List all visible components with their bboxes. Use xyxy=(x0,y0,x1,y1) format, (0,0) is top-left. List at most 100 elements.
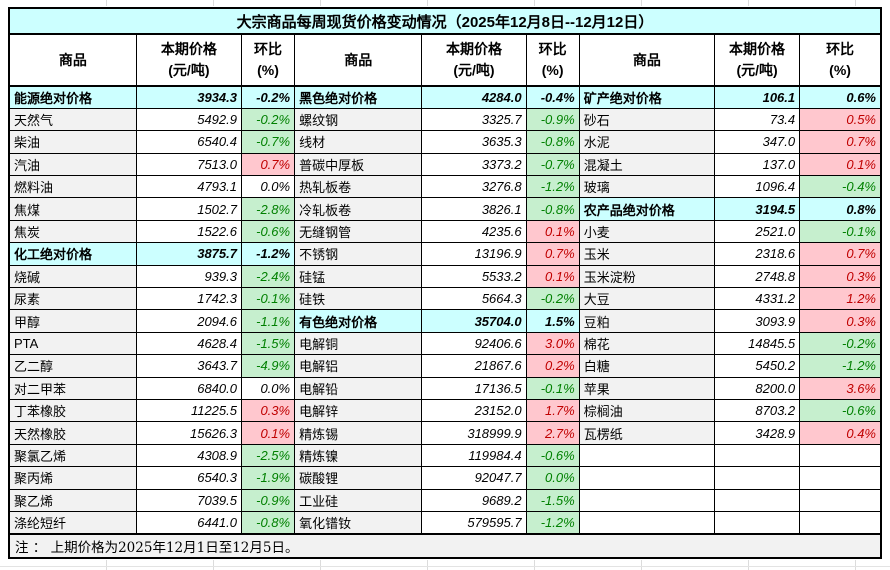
commodity-name-cell[interactable]: 有色绝对价格 xyxy=(294,309,423,333)
commodity-name-cell[interactable]: 精炼镍 xyxy=(294,443,423,468)
commodity-name-cell[interactable]: 化工绝对价格 xyxy=(8,242,137,266)
commodity-name-cell[interactable]: 瓦楞纸 xyxy=(578,421,715,445)
pct-change-cell[interactable]: -1.2% xyxy=(240,242,296,266)
pct-change-cell[interactable]: -0.2% xyxy=(240,85,296,109)
pct-change-cell[interactable] xyxy=(799,488,882,512)
commodity-name-cell[interactable]: 电解铝 xyxy=(294,354,423,378)
commodity-name-cell[interactable]: 天然气 xyxy=(8,107,137,132)
price-cell[interactable]: 3373.2 xyxy=(421,152,527,177)
pct-change-cell[interactable]: -0.2% xyxy=(240,107,296,132)
commodity-name-cell[interactable]: 螺纹钢 xyxy=(294,107,423,132)
price-cell[interactable]: 2521.0 xyxy=(713,219,801,244)
price-cell[interactable]: 939.3 xyxy=(135,264,242,289)
pct-change-cell[interactable]: 0.7% xyxy=(240,152,296,177)
pct-change-cell[interactable] xyxy=(799,443,882,468)
commodity-name-cell[interactable]: 热轧板卷 xyxy=(294,175,423,199)
commodity-name-cell[interactable]: 焦炭 xyxy=(8,219,137,244)
commodity-name-cell[interactable]: 普碳中厚板 xyxy=(294,152,423,177)
pct-change-cell[interactable]: -1.2% xyxy=(525,510,580,535)
commodity-name-cell[interactable] xyxy=(578,488,715,512)
header-pct-1[interactable]: 环比 (%) xyxy=(240,33,296,87)
price-cell[interactable]: 5450.2 xyxy=(713,354,801,378)
pct-change-cell[interactable]: 0.8% xyxy=(799,197,882,221)
header-pct-3[interactable]: 环比 (%) xyxy=(799,33,882,87)
price-cell[interactable]: 13196.9 xyxy=(421,242,527,266)
price-cell[interactable]: 3093.9 xyxy=(713,309,801,333)
pct-change-cell[interactable]: 0.0% xyxy=(240,376,296,400)
commodity-name-cell[interactable]: 烧碱 xyxy=(8,264,137,289)
pct-change-cell[interactable]: 0.6% xyxy=(799,85,882,109)
price-cell[interactable]: 92047.7 xyxy=(421,466,527,490)
price-cell[interactable]: 1522.6 xyxy=(135,219,242,244)
price-cell[interactable]: 92406.6 xyxy=(421,331,527,356)
commodity-name-cell[interactable]: 燃料油 xyxy=(8,175,137,199)
pct-change-cell[interactable]: -0.8% xyxy=(240,510,296,535)
commodity-name-cell[interactable]: 工业硅 xyxy=(294,488,423,512)
price-cell[interactable]: 15626.3 xyxy=(135,421,242,445)
pct-change-cell[interactable]: 0.5% xyxy=(799,107,882,132)
pct-change-cell[interactable]: 0.3% xyxy=(240,398,296,423)
pct-change-cell[interactable]: -0.1% xyxy=(799,219,882,244)
header-commodity-2[interactable]: 商品 xyxy=(294,33,423,87)
commodity-name-cell[interactable]: 棉花 xyxy=(578,331,715,356)
price-cell[interactable]: 2094.6 xyxy=(135,309,242,333)
commodity-name-cell[interactable]: 焦煤 xyxy=(8,197,137,221)
pct-change-cell[interactable]: -1.2% xyxy=(525,175,580,199)
pct-change-cell[interactable]: -0.2% xyxy=(525,287,580,311)
price-cell[interactable]: 11225.5 xyxy=(135,398,242,423)
price-cell[interactable] xyxy=(713,466,801,490)
pct-change-cell[interactable]: 0.3% xyxy=(799,264,882,289)
commodity-name-cell[interactable]: 白糖 xyxy=(578,354,715,378)
note-text[interactable]: 注 ： 上期价格为2025年12月1日至12月5日。 xyxy=(8,532,882,559)
price-cell[interactable] xyxy=(713,443,801,468)
header-price-3[interactable]: 本期价格 (元/吨) xyxy=(713,33,801,87)
commodity-name-cell[interactable]: PTA xyxy=(8,331,137,356)
pct-change-cell[interactable]: -0.6% xyxy=(240,219,296,244)
header-commodity-3[interactable]: 商品 xyxy=(578,33,715,87)
pct-change-cell[interactable]: -0.1% xyxy=(525,376,580,400)
pct-change-cell[interactable]: 1.7% xyxy=(525,398,580,423)
price-cell[interactable]: 5533.2 xyxy=(421,264,527,289)
commodity-name-cell[interactable]: 汽油 xyxy=(8,152,137,177)
pct-change-cell[interactable]: -0.7% xyxy=(240,130,296,154)
price-cell[interactable]: 3635.3 xyxy=(421,130,527,154)
price-cell[interactable]: 23152.0 xyxy=(421,398,527,423)
pct-change-cell[interactable]: 0.1% xyxy=(240,421,296,445)
commodity-name-cell[interactable]: 乙二醇 xyxy=(8,354,137,378)
table-title[interactable]: 大宗商品每周现货价格变动情况（2025年12月8日--12月12日） xyxy=(8,7,882,35)
price-cell[interactable]: 8703.2 xyxy=(713,398,801,423)
price-cell[interactable]: 21867.6 xyxy=(421,354,527,378)
pct-change-cell[interactable]: -0.9% xyxy=(525,107,580,132)
commodity-name-cell[interactable]: 混凝土 xyxy=(578,152,715,177)
pct-change-cell[interactable]: 2.7% xyxy=(525,421,580,445)
commodity-name-cell[interactable]: 无缝钢管 xyxy=(294,219,423,244)
pct-change-cell[interactable]: 0.7% xyxy=(525,242,580,266)
commodity-name-cell[interactable]: 不锈钢 xyxy=(294,242,423,266)
pct-change-cell[interactable]: 3.6% xyxy=(799,376,882,400)
price-cell[interactable] xyxy=(713,510,801,535)
commodity-name-cell[interactable]: 水泥 xyxy=(578,130,715,154)
pct-change-cell[interactable]: 0.3% xyxy=(799,309,882,333)
price-cell[interactable]: 6540.3 xyxy=(135,466,242,490)
price-cell[interactable]: 6840.0 xyxy=(135,376,242,400)
pct-change-cell[interactable]: 0.7% xyxy=(799,130,882,154)
commodity-name-cell[interactable] xyxy=(578,466,715,490)
commodity-name-cell[interactable]: 聚乙烯 xyxy=(8,488,137,512)
commodity-name-cell[interactable]: 黑色绝对价格 xyxy=(294,85,423,109)
pct-change-cell[interactable]: -0.8% xyxy=(525,130,580,154)
pct-change-cell[interactable]: 0.1% xyxy=(525,264,580,289)
header-pct-2[interactable]: 环比 (%) xyxy=(525,33,580,87)
price-cell[interactable]: 4793.1 xyxy=(135,175,242,199)
price-cell[interactable]: 3934.3 xyxy=(135,85,242,109)
price-cell[interactable]: 3276.8 xyxy=(421,175,527,199)
price-cell[interactable]: 3325.7 xyxy=(421,107,527,132)
price-cell[interactable]: 347.0 xyxy=(713,130,801,154)
price-cell[interactable]: 4284.0 xyxy=(421,85,527,109)
price-cell[interactable]: 35704.0 xyxy=(421,309,527,333)
pct-change-cell[interactable]: -1.1% xyxy=(240,309,296,333)
pct-change-cell[interactable]: 0.0% xyxy=(240,175,296,199)
pct-change-cell[interactable]: -0.7% xyxy=(525,152,580,177)
commodity-name-cell[interactable]: 涤纶短纤 xyxy=(8,510,137,535)
pct-change-cell[interactable]: 0.2% xyxy=(525,354,580,378)
price-cell[interactable]: 3643.7 xyxy=(135,354,242,378)
